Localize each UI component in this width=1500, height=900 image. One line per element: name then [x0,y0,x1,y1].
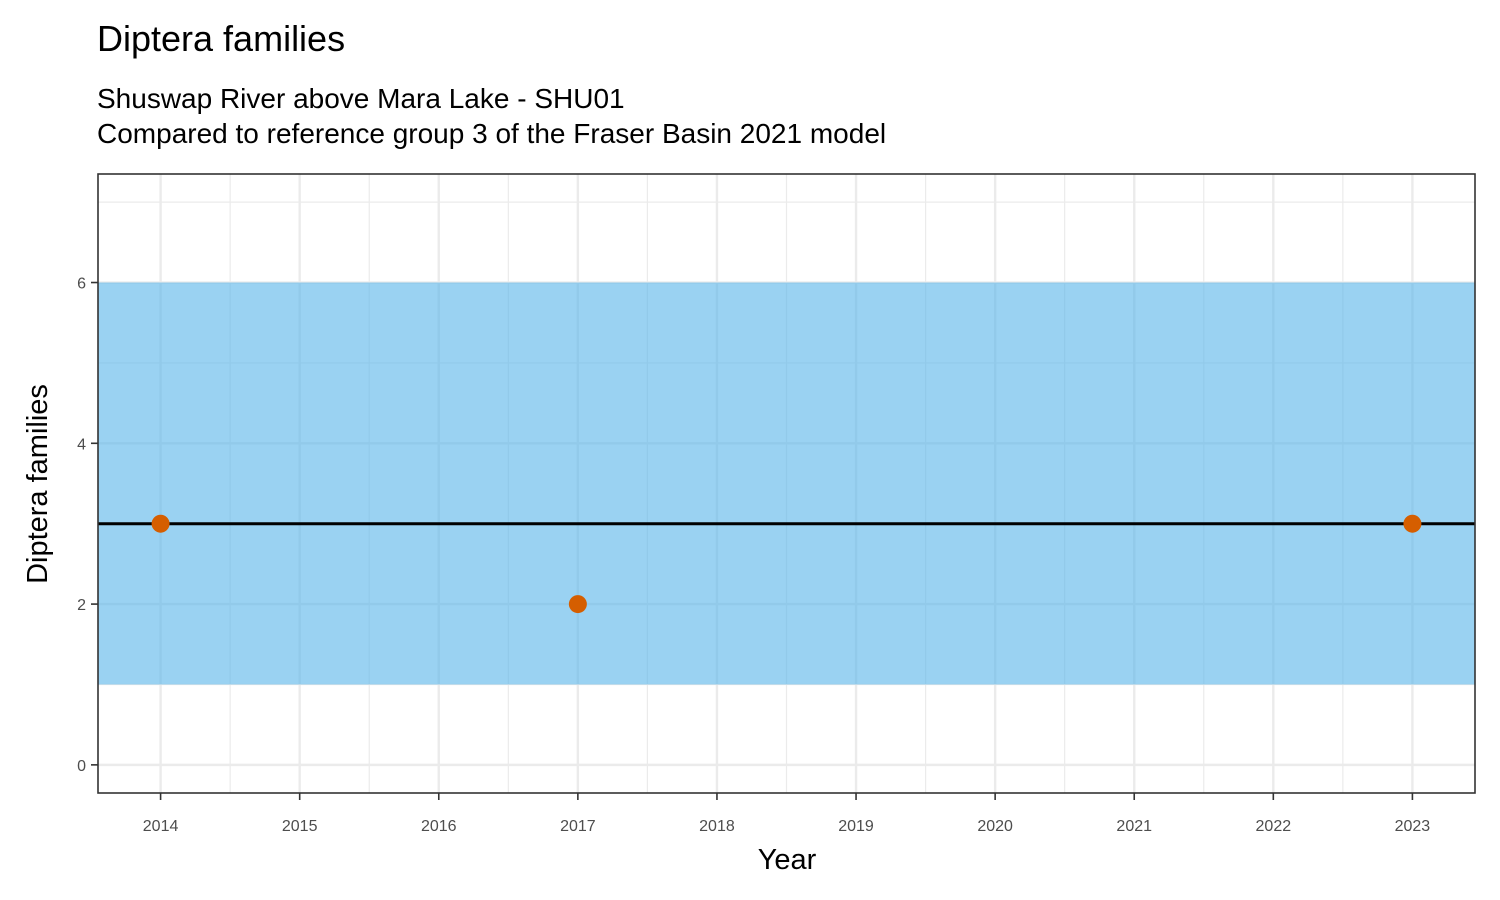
reference-band [98,282,1475,685]
data-point [568,595,587,614]
data-point [1403,514,1422,533]
x-tick-label: 2023 [1395,818,1431,835]
x-tick-label: 2016 [421,818,457,835]
x-tick-label: 2018 [699,818,735,835]
x-tick-label: 2017 [560,818,596,835]
x-tick-label: 2015 [282,818,318,835]
x-tick-label: 2021 [1116,818,1152,835]
x-tick-label: 2022 [1256,818,1292,835]
chart-title: Diptera families [97,18,345,59]
x-tick-label: 2014 [143,818,179,835]
y-axis-title: Diptera families [22,384,54,584]
x-tick-label: 2020 [977,818,1013,835]
y-tick-label: 0 [77,758,86,775]
panel-border [97,173,1476,794]
chart-subtitle-line-2: Compared to reference group 3 of the Fra… [97,118,886,149]
chart-subtitle-line-1: Shuswap River above Mara Lake - SHU01 [97,83,625,114]
y-tick-label: 2 [77,597,86,614]
y-tick-label: 6 [77,276,86,293]
x-axis-title: Year [758,844,817,876]
plot-area: 0 2 4 6 2014 2015 2016 2017 2018 2019 2020 2021 2022… [77,173,1476,835]
y-tick-label: 4 [77,436,86,453]
x-tick-label: 2019 [838,818,874,835]
data-point [151,514,170,533]
